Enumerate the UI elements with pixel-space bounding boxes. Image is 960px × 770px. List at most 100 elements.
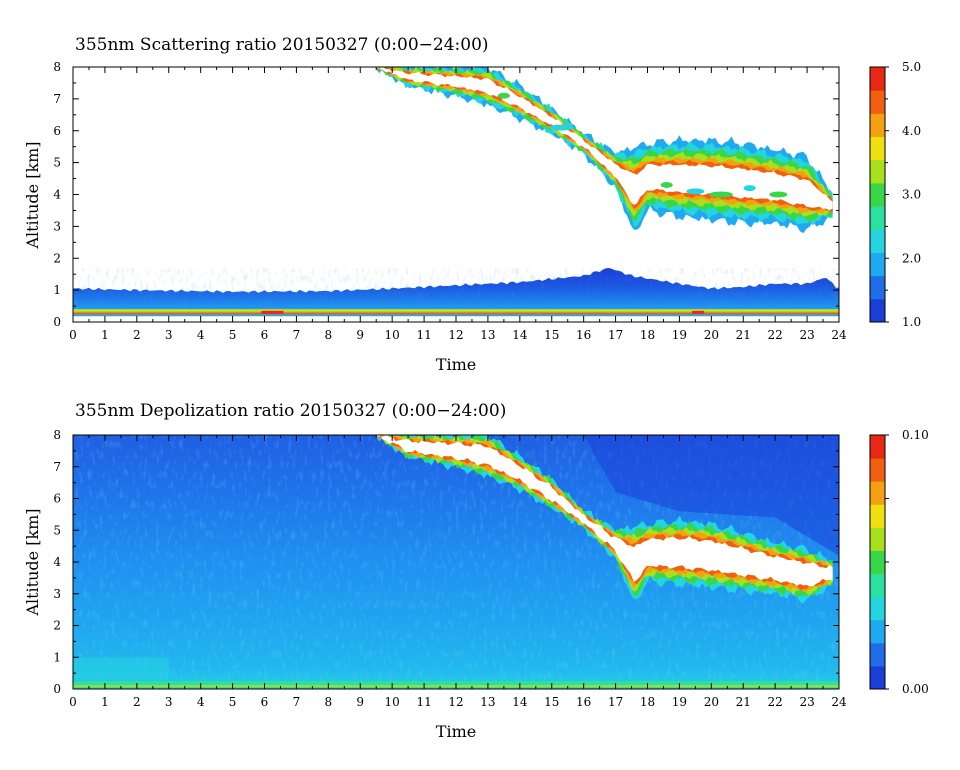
colorbar-segment [870, 113, 885, 138]
plot-area [73, 67, 839, 322]
y-tick-label: 1 [53, 283, 61, 297]
y-tick-label: 5 [53, 523, 61, 537]
y-tick-label: 2 [53, 251, 61, 265]
y-tick-label: 8 [53, 428, 61, 442]
x-tick-label: 12 [448, 328, 463, 342]
x-tick-label: 0 [69, 695, 77, 709]
x-tick-label: 19 [672, 695, 687, 709]
x-tick-label: 18 [640, 695, 655, 709]
colorbar-tick-label: 2.0 [902, 251, 921, 265]
surface-hotspot [261, 310, 284, 314]
colorbar: 0.10 0.00 [869, 428, 929, 696]
x-tick-label: 16 [576, 328, 591, 342]
x-tick-label: 4 [197, 328, 205, 342]
x-axis-title: Time [436, 355, 476, 374]
colorbar-tick-label: 0.00 [902, 682, 929, 696]
x-tick-label: 2 [133, 695, 141, 709]
x-tick-label: 3 [165, 695, 173, 709]
x-tick-label: 14 [512, 328, 528, 342]
x-tick-label: 18 [640, 328, 655, 342]
colorbar-segment [870, 573, 885, 598]
plot-area [73, 435, 839, 689]
x-tick-label: 1 [101, 695, 109, 709]
x-tick-label: 10 [385, 328, 400, 342]
x-tick-label: 24 [831, 328, 847, 342]
x-tick-label: 12 [448, 695, 463, 709]
colorbar-segment [870, 206, 885, 230]
x-tick-label: 23 [799, 695, 814, 709]
colorbar-tick-label: 5.0 [902, 60, 921, 74]
cloud-saturated [376, 435, 833, 587]
colorbar-tick-label: 0.10 [902, 428, 929, 442]
x-tick-label: 15 [544, 328, 559, 342]
x-tick-label: 9 [356, 695, 364, 709]
colorbar-segment [870, 182, 885, 207]
x-tick-label: 17 [608, 695, 623, 709]
x-tick-label: 8 [325, 695, 333, 709]
surface-layer-green [73, 310, 839, 314]
x-tick-label: 9 [356, 328, 364, 342]
clear-air-region [583, 435, 839, 556]
x-tick-label: 4 [197, 695, 205, 709]
x-tick-label: 24 [831, 695, 847, 709]
x-axis-title: Time [436, 722, 476, 741]
chart-title: 355nm Depolization ratio 20150327 (0:00−… [75, 401, 506, 421]
y-tick-label: 7 [53, 460, 61, 474]
x-tick-label: 22 [768, 695, 783, 709]
x-tick-label: 19 [672, 328, 687, 342]
cloud-cell [708, 191, 733, 198]
y-tick-label: 6 [53, 492, 61, 506]
cloud-cell [497, 92, 510, 99]
x-tick-label: 10 [385, 695, 400, 709]
x-tick-label: 13 [480, 328, 495, 342]
chart-title: 355nm Scattering ratio 20150327 (0:00−24… [75, 35, 489, 55]
x-tick-label: 22 [768, 328, 783, 342]
y-tick-label: 1 [53, 650, 61, 664]
x-tick-label: 13 [480, 695, 495, 709]
colorbar-segment [870, 275, 885, 300]
y-tick-label: 6 [53, 124, 61, 138]
y-tick-label: 4 [53, 188, 61, 202]
colorbar-tick-label: 4.0 [902, 124, 921, 138]
x-tick-label: 5 [229, 695, 237, 709]
y-tick-label: 8 [53, 60, 61, 74]
x-tick-label: 21 [736, 695, 751, 709]
cloud-cell [743, 185, 756, 192]
colorbar-segment [870, 596, 885, 621]
colorbar-segment [870, 229, 885, 253]
y-tick-label: 5 [53, 156, 61, 170]
x-tick-label: 15 [544, 695, 559, 709]
colorbar-segment [870, 665, 885, 690]
x-tick-label: 2 [133, 328, 141, 342]
colorbar-tick-label: 1.0 [902, 315, 921, 329]
colorbar-segment [870, 619, 885, 644]
colorbar-segment [870, 527, 885, 551]
colorbar: 5.0 4.0 3.0 2.0 1.0 [869, 60, 921, 329]
cloud-cell [686, 188, 705, 195]
depolarization-ratio-panel: 355nm Depolization ratio 20150327 (0:00−… [23, 401, 929, 741]
y-axis-title: Altitude [km] [23, 508, 42, 616]
colorbar-tick-label: 3.0 [902, 188, 921, 202]
y-tick-label: 3 [53, 219, 61, 233]
x-tick-label: 11 [416, 695, 431, 709]
x-tick-label: 20 [704, 328, 719, 342]
colorbar-segment [870, 252, 885, 277]
colorbar-segment [870, 458, 885, 482]
x-tick-label: 7 [293, 695, 301, 709]
y-tick-label: 0 [53, 682, 61, 696]
scattering-ratio-panel: 355nm Scattering ratio 20150327 (0:00−24… [23, 35, 921, 374]
x-tick-label: 21 [736, 328, 751, 342]
x-tick-label: 16 [576, 695, 591, 709]
colorbar-segment [870, 642, 885, 667]
cloud-cell [660, 181, 673, 188]
y-tick-label: 7 [53, 92, 61, 106]
x-tick-label: 8 [325, 328, 333, 342]
colorbar-segment [870, 435, 885, 459]
x-tick-label: 20 [704, 695, 719, 709]
colorbar-segment [870, 298, 885, 323]
near-surface-aerosol [73, 657, 169, 680]
y-tick-label: 0 [53, 315, 61, 329]
colorbar-segment [870, 67, 885, 91]
x-tick-label: 1 [101, 328, 109, 342]
